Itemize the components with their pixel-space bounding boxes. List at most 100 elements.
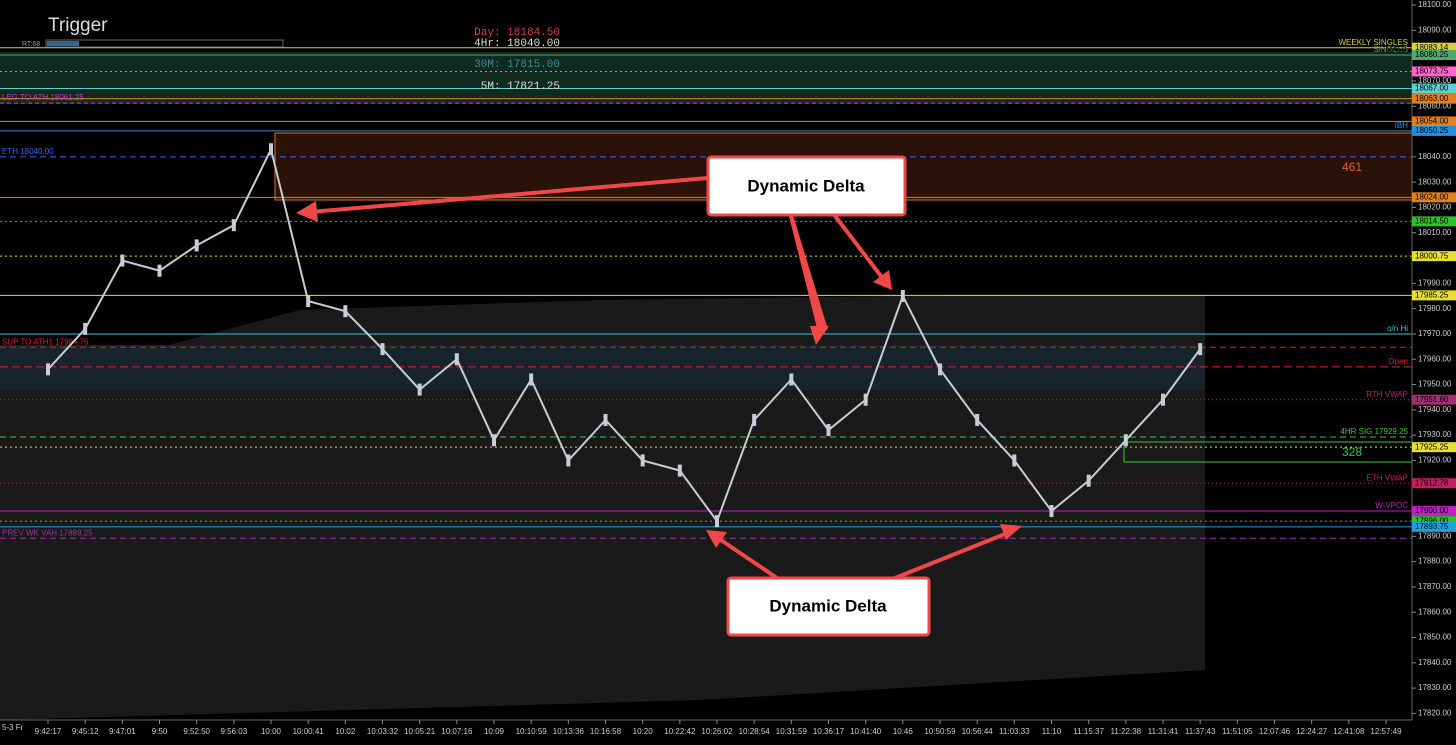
y-tick-label: 18060.00: [1418, 101, 1452, 110]
x-tick-label: 10:26:02: [701, 727, 733, 736]
candle: [1049, 505, 1054, 518]
price-label: 18054.00: [1415, 117, 1449, 126]
timeframe: 4Hr: 18040.00: [474, 38, 560, 50]
price-label: 17951.60: [1415, 395, 1449, 404]
x-tick-label: 9:56:03: [220, 727, 247, 736]
candle: [1198, 343, 1203, 356]
candle: [194, 239, 199, 252]
candle: [380, 343, 385, 356]
y-tick-label: 18090.00: [1418, 25, 1452, 34]
price-label: 18067.00: [1415, 84, 1449, 93]
y-tick-label: 17870.00: [1418, 582, 1452, 591]
x-tick-label: 11:31:41: [1148, 727, 1179, 736]
y-tick-label: 17990.00: [1418, 278, 1452, 287]
singles-zone: [0, 52, 1412, 104]
x-tick-label: 10:56:44: [962, 727, 994, 736]
price-box: [1412, 42, 1456, 53]
candle: [789, 373, 794, 386]
level-name: ETH VWAP: [1367, 473, 1408, 482]
price-label: 17896.00: [1415, 516, 1449, 525]
price-box: [1412, 216, 1456, 227]
y-tick-label: 17860.00: [1418, 607, 1452, 616]
y-tick-label: 17820.00: [1418, 709, 1452, 718]
x-tick-label: 10:31:59: [776, 727, 808, 736]
candle: [603, 413, 608, 426]
level-name: Open: [1388, 357, 1408, 366]
x-tick-label: 10:16:58: [590, 727, 622, 736]
y-tick-label: 18100.00: [1418, 0, 1452, 9]
candle: [1086, 474, 1091, 487]
level-name: W-VPOC: [1375, 501, 1408, 510]
price-line: [47, 146, 1201, 524]
y-tick-label: 17850.00: [1418, 633, 1452, 642]
candle: [1123, 434, 1128, 447]
price-box: [1412, 83, 1456, 94]
price-box: [1412, 251, 1456, 262]
timeframe: 30M: 17815.00: [474, 59, 560, 71]
status-fill: [47, 41, 79, 46]
level-name: o/n Hi: [1387, 324, 1408, 333]
price-box: [1412, 394, 1456, 405]
y-tick-label: 17950.00: [1418, 380, 1452, 389]
candle: [640, 454, 645, 467]
price-label: 17900.00: [1415, 506, 1449, 515]
x-tick-label: 11:03:33: [999, 727, 1030, 736]
x-tick-label: 11:15:37: [1073, 727, 1104, 736]
x-tick-label: 10:00: [261, 727, 282, 736]
status: RT:68: [22, 41, 40, 48]
y-tick-label: 17940.00: [1418, 405, 1452, 414]
price-label: 18080.25: [1415, 50, 1449, 59]
x-tick-label: 10:05:21: [404, 727, 436, 736]
price-label: 18073.75: [1415, 67, 1449, 76]
level-name: ETH 18040.00: [2, 147, 54, 156]
chart-title: Trigger: [48, 15, 108, 36]
callout-box: [726, 576, 931, 637]
x-tick-label: 12:07:46: [1259, 727, 1291, 736]
callout: Dynamic Delta: [769, 596, 887, 615]
x-tick-label: 12:41:08: [1333, 727, 1365, 736]
price-label: 18024.00: [1415, 192, 1449, 201]
x-tick-label: 10:41:40: [850, 727, 882, 736]
level-name: PREV WK VAH 17889.25: [2, 528, 93, 537]
timeframe: Day: 18184.50: [474, 27, 560, 39]
x-tick-label: 10:36:17: [813, 727, 845, 736]
y-tick-label: 17920.00: [1418, 456, 1452, 465]
x-tick-label: 11:22:38: [1111, 727, 1142, 736]
x-tick-label: 10:07:16: [441, 727, 473, 736]
price-box: [1412, 116, 1456, 127]
price-box: [1412, 442, 1456, 453]
price-box: [1412, 478, 1456, 489]
level-name: IBH: [1395, 121, 1409, 130]
y-tick-label: 17930.00: [1418, 430, 1452, 439]
candle: [677, 464, 682, 477]
x-tick-label: 11:51:05: [1222, 727, 1253, 736]
price-box: [1412, 93, 1456, 104]
status-bar: [45, 39, 284, 48]
y-tick-label: 18020.00: [1418, 203, 1452, 212]
x-tick-label: 9:50: [152, 727, 168, 736]
y-tick-label: 18030.00: [1418, 177, 1452, 186]
x-tick-label: 9:47:01: [109, 727, 136, 736]
callout: Dynamic Delta: [747, 176, 865, 195]
indicator: MA50: [1386, 45, 1407, 54]
x-tick-label: 10:50:59: [924, 727, 956, 736]
y-tick-label: 18010.00: [1418, 228, 1452, 237]
x-tick-label: 10:13:36: [553, 727, 585, 736]
y-tick-label: 17830.00: [1418, 683, 1452, 692]
candle: [454, 353, 459, 366]
price-box: [1412, 521, 1456, 532]
x-tick-label: 10:09: [484, 727, 505, 736]
x-tick-label: 10:10:59: [516, 727, 548, 736]
price-box: [1412, 125, 1456, 136]
x-tick-label: 9:42:17: [35, 727, 62, 736]
x-tick-label: 10:20: [633, 727, 654, 736]
candle: [566, 454, 571, 467]
level-name: 4HR SIG 17929.25: [1340, 427, 1408, 436]
candle: [46, 363, 50, 376]
price-label: 18014.50: [1415, 216, 1449, 225]
annotation: 328: [1342, 445, 1362, 459]
price-label: 17925.25: [1415, 442, 1449, 451]
level-name: SINGLES: [1373, 45, 1408, 54]
price-box: [1412, 506, 1456, 517]
